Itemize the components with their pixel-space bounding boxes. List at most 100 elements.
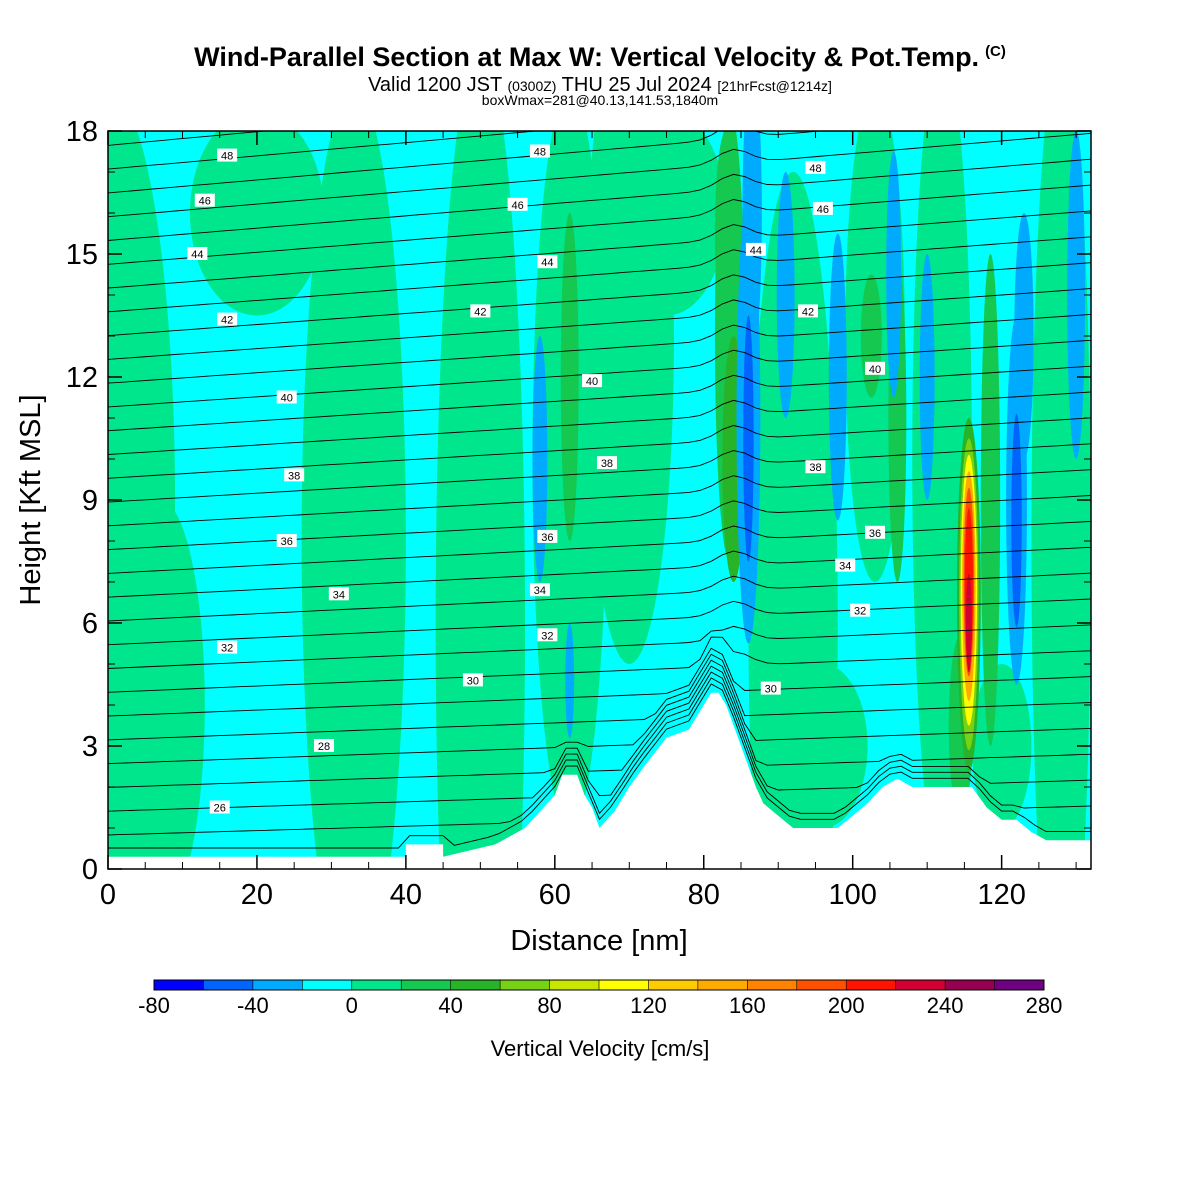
theta-label: 40 [865,361,886,376]
colorbar-swatch [599,980,649,990]
theta-contour-line [108,288,1091,360]
theta-label-bg [187,247,208,260]
theta-label: 42 [217,312,238,327]
colorbar-tick-label: 80 [537,993,561,1018]
chart-title: Wind-Parallel Section at Max W: Vertical… [0,42,1200,73]
theta-label-bg [812,201,833,215]
vv-region [532,336,548,582]
theta-label-bg [596,456,617,470]
theta-label-bg [850,603,871,617]
theta-label: 30 [760,681,781,696]
colorbar-swatch [500,980,551,990]
theta-label: 36 [865,525,886,540]
chart-title-text: Wind-Parallel Section at Max W: Vertical… [194,42,980,72]
theta-contour-line [108,131,825,194]
theta-label-bg [835,558,856,572]
theta-contour-line [108,131,541,170]
theta-label-text: 40 [586,376,598,388]
theta-label-text: 30 [467,675,479,687]
theta-label-bg [217,312,238,326]
theta-contour-line [108,546,1091,598]
theta-label: 36 [537,529,558,544]
theta-label-bg [470,304,491,318]
y-tick-label: 3 [82,731,98,763]
vv-region [565,623,575,738]
theta-contour-line [108,365,1091,432]
colorbar-swatch [994,980,1045,990]
theta-label: 40 [582,374,603,388]
colorbar-swatch [154,980,204,990]
vv-region [1014,213,1034,459]
theta-label: 34 [328,587,349,601]
vv-region [606,131,727,316]
theta-label-text: 48 [809,163,821,175]
theta-label: 30 [462,673,483,687]
terrain [108,692,1091,869]
theta-label-text: 40 [869,364,881,376]
theta-label: 44 [537,255,558,269]
y-tick-label: 0 [82,854,98,886]
vv-region [742,131,762,357]
theta-label: 46 [812,201,833,216]
x-tick-label: 40 [390,879,422,911]
theta-label-bg [462,673,483,687]
theta-label-bg [194,193,215,207]
theta-label-text: 34 [534,585,546,597]
y-tick-label: 15 [66,239,98,271]
theta-label: 38 [596,456,617,470]
theta-label-text: 36 [281,536,293,548]
y-tick-label: 18 [66,116,98,148]
theta-contour-line [108,636,1091,693]
theta-contour-line [108,647,1091,717]
theta-label-text: 46 [511,200,523,212]
theta-label-text: 32 [221,643,233,655]
colorbar-swatch [351,980,402,990]
theta-label: 38 [805,460,826,474]
theta-label-bg [760,681,781,695]
colorbar-swatch [450,980,501,990]
theta-label-text: 26 [214,803,226,815]
theta-label: 32 [217,640,238,655]
theta-label-text: 34 [839,561,851,573]
colorbar-swatch [796,980,847,990]
theta-label: 48 [805,160,826,175]
vertical-velocity-field [108,131,1091,869]
updraft-core [965,573,972,673]
theta-label-bg [529,144,550,158]
colorbar-swatch [648,980,699,990]
theta-label: 46 [507,197,528,212]
vv-region [1011,413,1022,628]
theta-contour-line [108,683,1091,849]
vv-region [584,131,674,664]
theta-label-text: 48 [534,147,546,159]
theta-contour-line [108,665,1091,788]
theta-contour-line [108,495,1091,551]
colorbar-swatch [895,980,946,990]
theta-label-bg [537,628,558,642]
theta-label: 42 [470,304,491,318]
theta-label-bg [284,468,305,482]
colorbar-swatch [252,980,303,990]
theta-contour-line [108,520,1091,574]
theta-contour-line [108,624,1091,669]
y-tick-label: 6 [82,608,98,640]
subtitle-utc: (0300Z) [507,78,557,94]
theta-contour-labels: 48 48 48 46 46 46 44 44 44 42 42 42 40 40 40 38 38 38 36 36… [187,144,886,815]
colorbar-swatch [747,980,798,990]
theta-label: 34 [835,558,856,573]
theta-label-bg [865,361,886,375]
x-axis-label: Distance [nm] [510,925,687,957]
theta-contour-line [108,443,1091,503]
theta-contour-line [108,659,1091,765]
colorbar-swatch [401,980,452,990]
vv-region [828,233,847,521]
colorbar-tick-label: 0 [346,993,358,1018]
theta-label-bg [537,255,558,269]
colorbar-swatch [697,980,748,990]
colorbar-tick-label: -40 [237,993,269,1018]
x-tick-label: 100 [829,879,877,911]
subtitle-date: THU 25 Jul 2024 [561,74,712,96]
subtitle-valid: Valid 1200 JST [368,74,502,96]
theta-label-text: 38 [288,470,300,482]
